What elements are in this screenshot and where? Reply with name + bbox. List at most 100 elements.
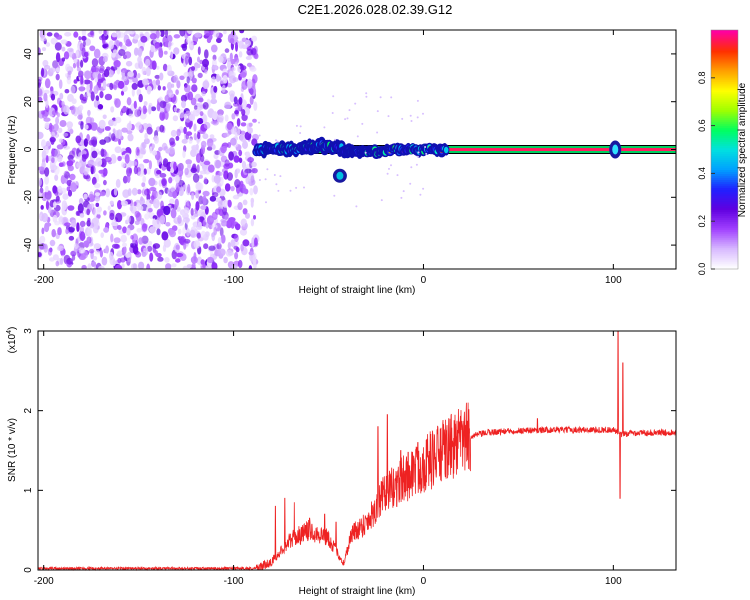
colorbar-cell bbox=[711, 77, 738, 81]
noise-cell bbox=[209, 251, 214, 259]
noise-cell bbox=[216, 186, 222, 193]
noise-cell bbox=[173, 74, 179, 83]
y-tick-label: 20 bbox=[23, 96, 34, 108]
colorbar-cell bbox=[711, 81, 738, 85]
noise-cell bbox=[132, 239, 136, 244]
noise-cell bbox=[164, 257, 170, 263]
noise-cell bbox=[206, 146, 213, 151]
noise-cell bbox=[102, 114, 107, 120]
colorbar-cell bbox=[711, 117, 738, 121]
faint-cell bbox=[334, 138, 336, 141]
snr-x-tick-label: 100 bbox=[605, 576, 622, 587]
noise-cell bbox=[249, 66, 257, 72]
noise-cell bbox=[72, 62, 77, 69]
noise-cell bbox=[204, 49, 209, 59]
colorbar-cell bbox=[711, 115, 738, 119]
noise-cell bbox=[216, 242, 222, 250]
noise-cell bbox=[67, 165, 74, 172]
noise-cell bbox=[98, 169, 105, 174]
noise-cell bbox=[218, 248, 226, 257]
noise-cell bbox=[92, 71, 98, 79]
faint-cell bbox=[289, 189, 292, 192]
noise-cell bbox=[81, 264, 87, 269]
noise-cell bbox=[227, 199, 232, 208]
colorbar-cell bbox=[711, 129, 738, 133]
noise-cell bbox=[241, 37, 247, 43]
noise-cell bbox=[84, 124, 89, 130]
noise-cell bbox=[179, 30, 186, 37]
noise-cell bbox=[148, 177, 156, 187]
noise-cell bbox=[240, 243, 244, 252]
noise-cell bbox=[53, 148, 61, 158]
faint-cell bbox=[419, 193, 422, 196]
noise-cell bbox=[149, 252, 154, 262]
faint-cell bbox=[422, 187, 425, 190]
faint-cell bbox=[364, 151, 367, 154]
faint-cell bbox=[279, 175, 282, 178]
colorbar-cell bbox=[711, 261, 738, 264]
colorbar-cell bbox=[711, 103, 738, 107]
colorbar-cell bbox=[711, 231, 738, 234]
noise-cell bbox=[83, 167, 89, 176]
colorbar-cell bbox=[711, 217, 738, 220]
noise-cell bbox=[228, 217, 236, 223]
faint-cell bbox=[355, 205, 358, 208]
colorbar-cell bbox=[711, 259, 738, 262]
noise-cell bbox=[183, 242, 187, 250]
noise-cell bbox=[195, 63, 201, 69]
noise-cell bbox=[104, 93, 113, 101]
noise-cell bbox=[78, 255, 86, 260]
noise-cell bbox=[242, 140, 248, 149]
noise-cell bbox=[122, 105, 127, 112]
noise-cell bbox=[211, 262, 218, 269]
noise-cell bbox=[103, 69, 110, 78]
noise-cell bbox=[199, 59, 203, 65]
noise-cell bbox=[202, 195, 207, 206]
faint-cell bbox=[299, 125, 302, 128]
noise-cell bbox=[168, 177, 173, 184]
colorbar-cell bbox=[711, 91, 738, 95]
noise-cell bbox=[159, 173, 167, 178]
noise-cell bbox=[156, 228, 161, 236]
faint-cell bbox=[379, 96, 382, 99]
noise-cell bbox=[137, 189, 142, 195]
noise-cell bbox=[253, 185, 258, 195]
colorbar-cell bbox=[711, 193, 738, 196]
noise-cell bbox=[60, 174, 66, 185]
noise-cell bbox=[211, 44, 218, 53]
noise-cell bbox=[254, 237, 258, 246]
colorbar-frame bbox=[710, 29, 739, 270]
colorbar-cell bbox=[711, 149, 738, 153]
noise-cell bbox=[148, 160, 152, 170]
noise-cell bbox=[93, 243, 101, 250]
colorbar-cell bbox=[711, 257, 738, 260]
noise-cell bbox=[78, 86, 85, 92]
noise-cell bbox=[109, 82, 114, 91]
noise-cell bbox=[40, 205, 44, 210]
noise-cell bbox=[93, 48, 101, 59]
noise-cell bbox=[126, 97, 132, 106]
faint-cell bbox=[331, 112, 334, 114]
colorbar-cell bbox=[711, 169, 738, 173]
noise-cell bbox=[108, 119, 115, 127]
noise-cell bbox=[145, 58, 151, 67]
noise-cell bbox=[238, 157, 243, 164]
noise-cell bbox=[84, 38, 91, 46]
noise-cell bbox=[41, 47, 47, 52]
noise-cell bbox=[49, 239, 56, 247]
noise-cell bbox=[239, 228, 248, 236]
colorbar-cell bbox=[711, 195, 738, 198]
faint-cell bbox=[299, 132, 302, 134]
noise-cell bbox=[221, 220, 228, 227]
colorbar-cell bbox=[711, 75, 738, 79]
noise-cell bbox=[115, 30, 121, 39]
noise-cell bbox=[41, 227, 45, 235]
noise-cell bbox=[52, 185, 58, 194]
noise-cell bbox=[54, 174, 59, 181]
colorbar-cell bbox=[711, 93, 738, 97]
snr-x-label: Height of straight line (km) bbox=[299, 586, 416, 597]
noise-cell bbox=[172, 115, 179, 122]
noise-cell bbox=[176, 80, 181, 89]
noise-cell bbox=[227, 142, 232, 148]
noise-cell bbox=[212, 30, 220, 38]
